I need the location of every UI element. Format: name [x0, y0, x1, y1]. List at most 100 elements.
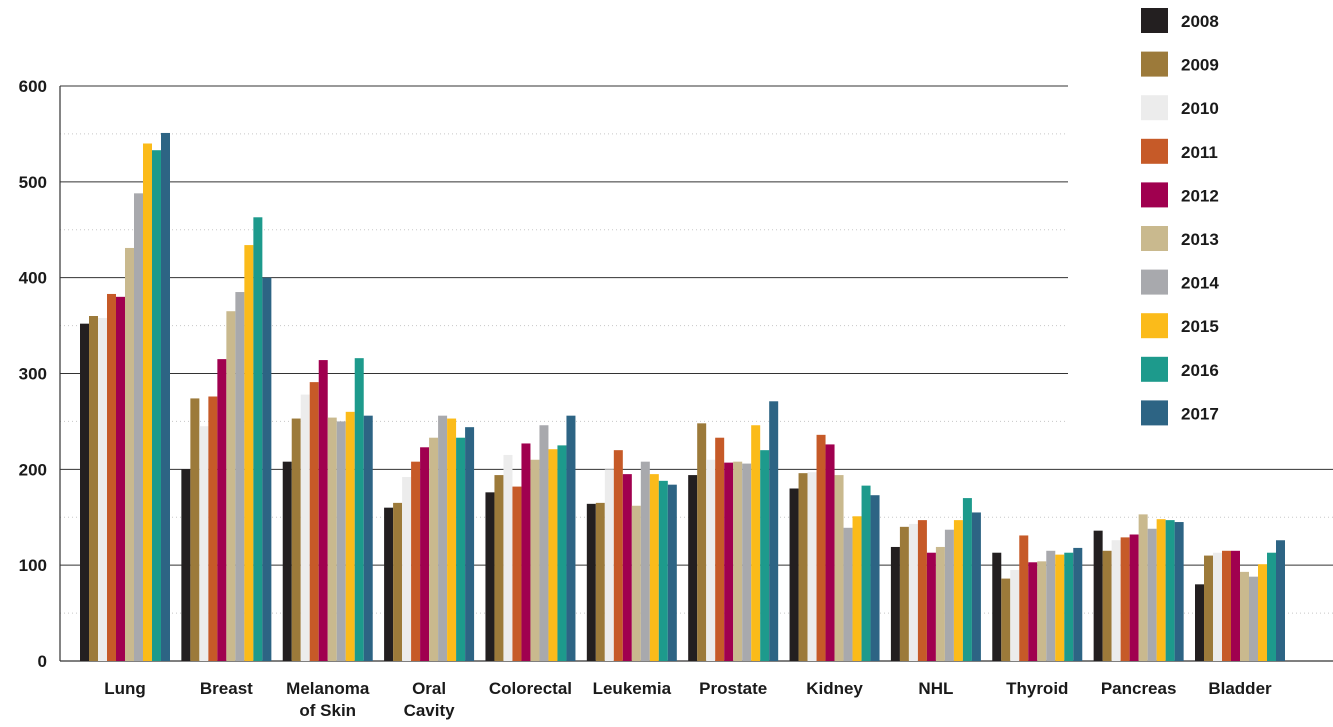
bar: [1010, 569, 1020, 661]
bar: [1073, 547, 1083, 661]
legend-label: 2015: [1181, 317, 1219, 336]
bar: [327, 417, 337, 661]
bar: [363, 415, 373, 661]
bar: [503, 454, 513, 661]
bar: [751, 425, 761, 661]
category-label: Oral: [412, 679, 446, 698]
category-label: Melanoma: [286, 679, 370, 698]
y-tick-label: 600: [19, 77, 47, 96]
bar: [1102, 550, 1112, 661]
x-axis-category-labels: Lung Breast Melanoma of Skin Oral Cavity Color…: [104, 679, 1272, 720]
legend-swatch: [1141, 226, 1168, 251]
bar: [235, 292, 245, 661]
bar: [715, 437, 725, 661]
bar: [917, 520, 927, 661]
y-axis-tick-labels: 0 100 200 300 400 500 600: [19, 77, 47, 671]
legend-label: 2014: [1181, 274, 1219, 293]
y-tick-label: 200: [19, 460, 47, 479]
bar: [80, 323, 89, 661]
bar: [226, 311, 236, 661]
bar: [843, 527, 853, 661]
y-tick-label: 400: [19, 269, 47, 288]
bar: [769, 401, 779, 661]
bar: [1037, 561, 1047, 661]
legend-label: 2008: [1181, 12, 1219, 31]
bar: [861, 485, 871, 661]
bar: [1147, 528, 1157, 661]
bar: [908, 523, 918, 661]
bar: [262, 277, 272, 661]
bar: [566, 415, 576, 661]
bar: [548, 449, 558, 661]
bar: [935, 546, 945, 661]
bar: [604, 469, 614, 661]
bar: [291, 418, 301, 661]
bar: [447, 418, 457, 661]
category-label: of Skin: [299, 701, 356, 720]
bar: [724, 462, 734, 661]
bar: [181, 469, 191, 661]
bar: [345, 411, 355, 661]
bar: [649, 474, 659, 661]
bar: [697, 423, 707, 661]
bar: [1055, 554, 1065, 661]
legend-swatch: [1141, 138, 1168, 164]
legend-label: 2017: [1181, 404, 1219, 423]
bar: [438, 415, 448, 661]
bar: [1046, 550, 1056, 661]
bar: [1111, 540, 1121, 661]
bar: [318, 360, 328, 661]
category-label: Breast: [200, 679, 253, 698]
bar: [1129, 534, 1139, 661]
bar: [1195, 584, 1204, 661]
bar: [1064, 552, 1074, 661]
bar: [125, 247, 134, 662]
bar: [1001, 578, 1011, 661]
bar: [199, 426, 209, 661]
bar: [1028, 562, 1038, 661]
bar: [98, 317, 107, 661]
bar: [1213, 552, 1222, 661]
bar: [89, 316, 98, 661]
bar: [631, 505, 641, 661]
bar: [208, 396, 218, 661]
bar: [190, 398, 200, 661]
bar: [640, 461, 650, 661]
bar: [420, 447, 430, 661]
bar: [465, 427, 475, 661]
bar: [116, 296, 125, 661]
bar: [962, 498, 972, 661]
bar: [393, 502, 403, 661]
bar: [107, 293, 116, 661]
bar: [1165, 520, 1175, 661]
bar: [944, 529, 954, 661]
bar: [539, 425, 549, 661]
legend-label: 2016: [1181, 361, 1219, 380]
category-label: Lung: [104, 679, 146, 698]
bar: [530, 459, 540, 661]
bar: [1093, 530, 1103, 661]
category-label: Colorectal: [489, 679, 572, 698]
bar: [733, 461, 743, 661]
bar: [825, 444, 835, 661]
bar: [926, 552, 936, 661]
bar: [1120, 537, 1130, 661]
bar: [807, 472, 817, 661]
legend-swatch: [1141, 95, 1168, 121]
bar: [798, 473, 808, 661]
bar: [816, 434, 826, 661]
category-label: Leukemia: [593, 679, 672, 698]
bar: [870, 495, 880, 661]
bar: [143, 143, 152, 661]
bar: [658, 480, 668, 661]
bar: [1138, 514, 1148, 661]
bar: [1276, 540, 1285, 661]
bar: [789, 488, 799, 661]
bar: [992, 552, 1002, 661]
bar: [1204, 555, 1213, 661]
bar: [402, 477, 412, 661]
bar: [244, 245, 254, 662]
bar: [852, 516, 862, 661]
category-label: Bladder: [1208, 679, 1272, 698]
